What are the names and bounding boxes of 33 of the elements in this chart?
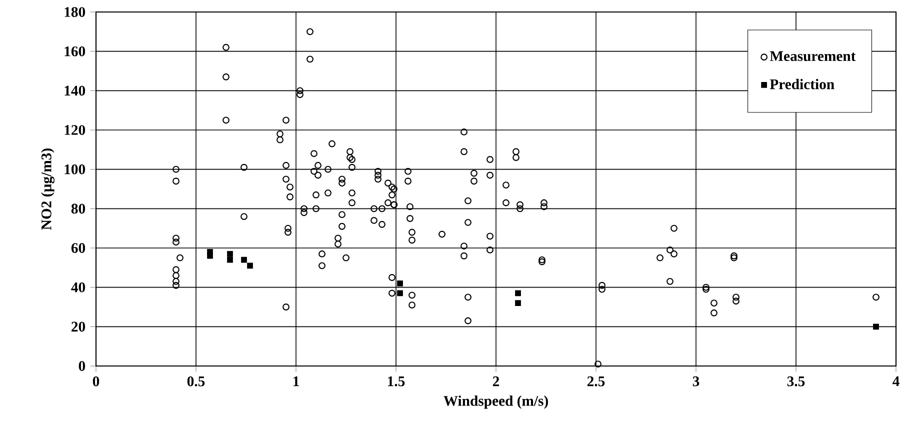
y-tick-label: 60	[71, 243, 86, 253]
y-tick-label: 0	[78, 361, 86, 371]
y-tick-label: 40	[71, 282, 86, 292]
point	[207, 252, 213, 259]
point	[515, 290, 521, 296]
y-tick-label: 160	[64, 46, 86, 56]
point	[241, 256, 247, 263]
legend-label: Prediction	[770, 78, 834, 90]
point	[227, 256, 233, 263]
y-tick-label: 140	[64, 86, 86, 96]
point	[873, 324, 879, 330]
point	[397, 280, 403, 286]
y-tick-label: 180	[64, 7, 86, 17]
x-axis-title: Windspeed (m/s)	[444, 396, 548, 409]
point	[247, 262, 253, 269]
x-tick-label: 3.5	[787, 376, 805, 386]
x-tick-label: 2	[492, 376, 500, 386]
y-tick-label: 120	[64, 125, 86, 135]
x-tick-label: 0.5	[187, 376, 205, 386]
point	[397, 290, 403, 296]
x-tick-label: 1.5	[388, 376, 405, 386]
x-tick-label: 2.5	[587, 376, 605, 386]
y-tick-label: 80	[71, 204, 86, 214]
y-axis-title: NO2 (µg/m3)	[41, 148, 54, 230]
point	[227, 250, 233, 257]
x-tick-label: 1	[294, 376, 299, 386]
y-tick-label: 20	[72, 322, 86, 332]
point	[515, 300, 521, 306]
x-tick-label: 0	[92, 376, 100, 386]
legend-label: Measurement	[770, 51, 856, 62]
x-tick-label: 3	[692, 376, 700, 386]
x-tick-label: 4	[892, 376, 900, 386]
y-tick-label: 100	[64, 164, 86, 174]
